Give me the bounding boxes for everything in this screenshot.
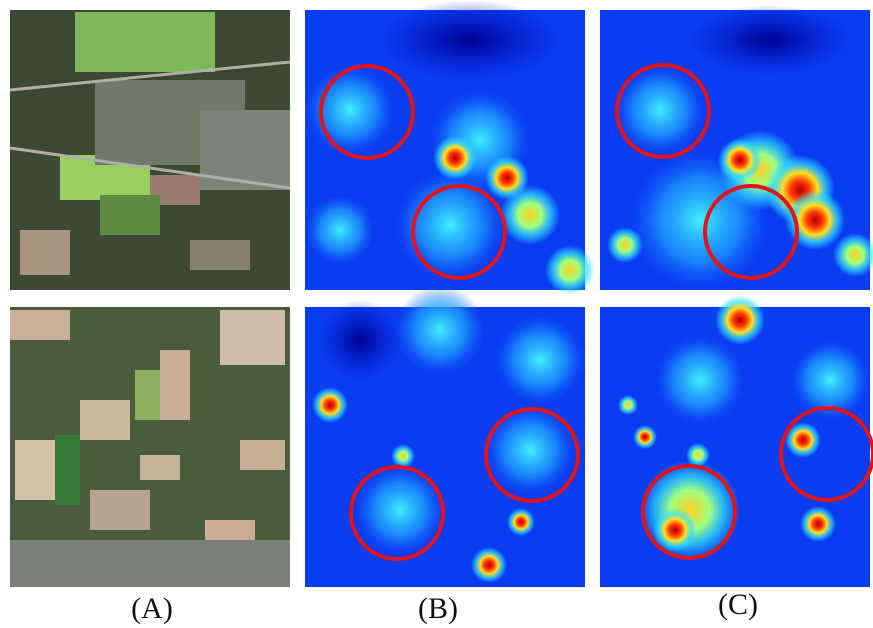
figure: (A) (B) (C) [0, 0, 873, 628]
heatmap [305, 0, 595, 295]
satellite-image [10, 307, 290, 587]
heatmap [305, 285, 585, 587]
panel-label: (A) [131, 592, 173, 625]
satellite-image [10, 10, 290, 290]
heatmap [600, 5, 873, 290]
heatmap [600, 295, 873, 587]
page: (A) (B) (C) (() => { const data = JSON.p… [0, 0, 873, 628]
panel-label: (B) [418, 592, 458, 625]
panel-label: (C) [718, 588, 758, 621]
